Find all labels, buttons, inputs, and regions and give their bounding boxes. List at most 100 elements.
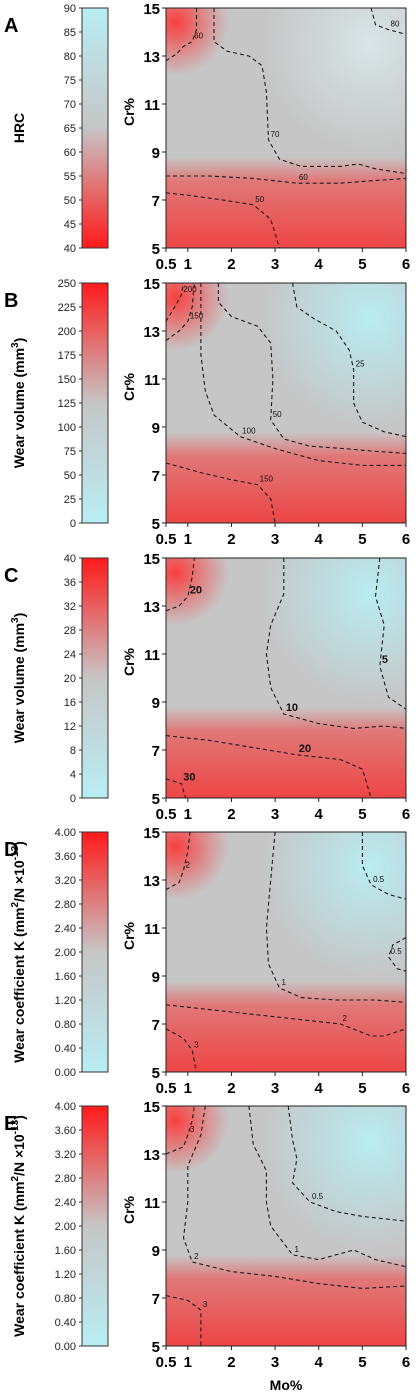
panel-d: D 0.00 0.40 0.80 1.20 1.60 2.00 2.40 2.80 3.20 3.6…	[4, 825, 410, 1097]
contour-line	[165, 1295, 202, 1346]
colorbar-tick-label: 4.00	[55, 827, 76, 839]
x-tick-label: 6	[402, 806, 410, 823]
colorbar-tick-label: 3.60	[55, 1125, 76, 1137]
contour-line	[291, 282, 407, 438]
y-tick-label: 5	[152, 1339, 160, 1356]
y-tick-label: 11	[144, 1195, 160, 1212]
contour-line	[165, 282, 185, 322]
panel-letter: A	[4, 15, 18, 37]
x-tick-label: 3	[271, 531, 279, 548]
colorbar-tick-label: 225	[58, 302, 76, 314]
x-tick-label: 6	[402, 1080, 410, 1097]
colorbar-tick-label: 20	[64, 673, 76, 685]
contour-line	[165, 8, 198, 62]
x-tick-label: 2	[227, 806, 235, 823]
x-tick-label: 1	[184, 1354, 192, 1371]
y-tick-label: 9	[152, 695, 160, 712]
x-tick-label: 5	[358, 1354, 366, 1371]
y-tick-label: 15	[143, 551, 160, 568]
colorbar-tick-label: 16	[64, 697, 76, 709]
x-tick-label: 5	[358, 531, 366, 548]
colorbar-tick-label: 8	[70, 745, 76, 757]
y-axis-title: Cr%	[121, 647, 137, 676]
y-tick-label: 7	[152, 468, 160, 485]
colorbar-tick-label: 2.40	[55, 923, 76, 935]
y-axis-title: Cr%	[121, 921, 137, 950]
colorbar	[81, 831, 109, 1073]
colorbar-tick-label: 75	[64, 446, 76, 458]
colorbar	[81, 7, 109, 249]
y-tick-label: 9	[152, 969, 160, 986]
y-tick-label: 13	[143, 49, 160, 66]
y-tick-label: 7	[152, 1017, 160, 1034]
colorbar-tick-label: 55	[64, 171, 76, 183]
colorbar-tick-label: 1.60	[55, 971, 76, 983]
contour-line	[370, 7, 407, 35]
colorbar-tick-label: 0.00	[55, 1067, 76, 1079]
y-tick-label: 7	[152, 1291, 160, 1308]
colorbar-tick-label: 2.40	[55, 1197, 76, 1209]
panel-letter: E	[4, 1113, 17, 1135]
colorbar	[81, 1105, 109, 1347]
contour-label: 70	[271, 130, 280, 139]
colorbar-tick-label: 0.80	[55, 1019, 76, 1031]
colorbar-tick-label: 100	[58, 422, 76, 434]
x-tick-label: 5	[358, 1080, 366, 1097]
contour-label: 3	[203, 1300, 208, 1309]
contour-label: 2	[343, 1014, 348, 1023]
colorbar-tick-label: 24	[64, 649, 76, 661]
y-tick-label: 5	[152, 516, 160, 533]
y-tick-label: 9	[152, 1243, 160, 1260]
plot-frame	[165, 831, 407, 1073]
x-tick-label: 2	[227, 256, 235, 273]
contour-label: 5	[382, 654, 388, 666]
x-tick-label: 2	[227, 1080, 235, 1097]
y-tick-label: 9	[152, 420, 160, 437]
x-tick-label: 5	[358, 806, 366, 823]
contour-line	[387, 937, 407, 972]
colorbar-tick-label: 0.80	[55, 1293, 76, 1305]
x-tick-label: 0.5	[156, 256, 177, 273]
colorbar-tick-label: 28	[64, 625, 76, 637]
x-tick-label: 0.5	[156, 1080, 177, 1097]
y-axis-title: Cr%	[121, 1195, 137, 1224]
colorbar-tick-label: 3.20	[55, 875, 76, 887]
contour-line	[165, 1004, 407, 1037]
colorbar-tick-label: 0.40	[55, 1043, 76, 1055]
x-tick-label: 6	[402, 256, 410, 273]
colorbar-tick-label: 4	[70, 769, 76, 781]
x-tick-label: 0.5	[156, 531, 177, 548]
y-tick-label: 7	[152, 743, 160, 760]
contour-label: 20	[190, 584, 202, 596]
colorbar-tick-label: 12	[64, 721, 76, 733]
y-tick-label: 15	[143, 825, 160, 842]
contour-line	[165, 831, 191, 891]
colorbar-tick-label: 1.20	[55, 1269, 76, 1281]
y-tick-label: 13	[143, 1147, 160, 1164]
contour-line	[248, 1105, 407, 1268]
x-tick-label: 3	[271, 1080, 279, 1097]
contour-line	[165, 778, 187, 799]
plot-frame	[165, 7, 407, 249]
contour-label: 1	[295, 1245, 300, 1254]
colorbar-tick-label: 125	[58, 398, 76, 410]
contour-line	[217, 283, 407, 454]
contour-label: 80	[391, 20, 400, 29]
contour-label: 10	[286, 702, 298, 714]
x-tick-label: 6	[402, 1354, 410, 1371]
contour-line	[200, 283, 406, 466]
x-tick-label: 4	[315, 1354, 324, 1371]
x-tick-label: 1	[184, 256, 192, 273]
panel-letter: C	[4, 565, 18, 587]
x-tick-label: 6	[402, 531, 410, 548]
colorbar-tick-label: 200	[58, 326, 76, 338]
colorbar-label: Wear coefficient K (mm2/N ×10-13)	[10, 1115, 27, 1337]
x-tick-label: 1	[184, 806, 192, 823]
y-tick-label: 11	[144, 97, 160, 114]
colorbar-label: Wear volume (mm3)	[10, 613, 27, 744]
x-tick-label: 3	[271, 256, 279, 273]
x-tick-label: 4	[315, 1080, 324, 1097]
